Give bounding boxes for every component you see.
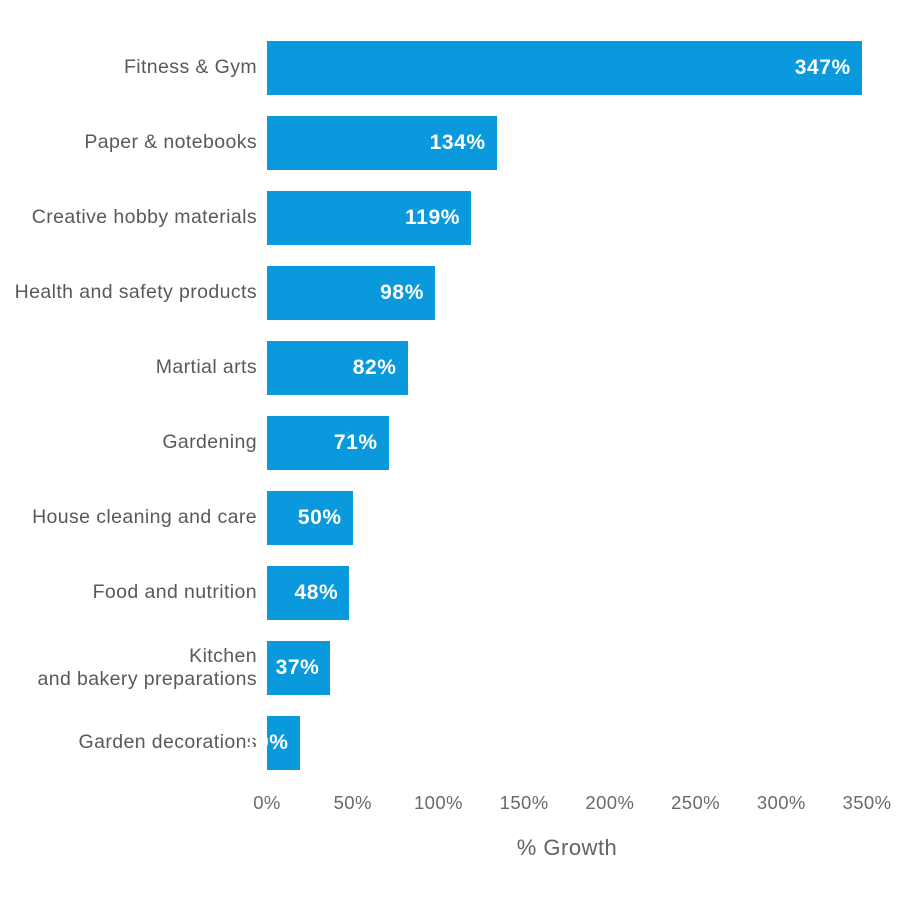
bar: 19% (245, 715, 300, 770)
category-label: Health and safety products (14, 281, 257, 303)
value-label: 48% (294, 580, 339, 604)
chart-row: House cleaning and care 50% (0, 480, 867, 555)
bar-track: 37% (267, 640, 867, 695)
category-label: House cleaning and care (32, 506, 257, 528)
tick-label: 100% (413, 792, 463, 813)
chart-row: Fitness & Gym 347% (0, 30, 867, 105)
chart-row: Health and safety products 98% (0, 255, 867, 330)
category-label: Gardening (162, 431, 257, 453)
x-axis-ticks: 0% 50% 100% 150% 200% 250% 300% 350% (253, 792, 891, 818)
bar-track: 98% (267, 265, 867, 320)
value-label: 347% (794, 55, 851, 79)
category-label: Paper & notebooks (84, 131, 257, 153)
value-label: 134% (429, 130, 486, 154)
value-label: 71% (333, 430, 378, 454)
value-label: 119% (405, 205, 460, 229)
chart-row: Kitchen and bakery preparations 37% (0, 630, 867, 705)
bar: 98% (267, 265, 435, 320)
chart-rows: Fitness & Gym 347% Paper & notebooks 134% Cr… (0, 30, 867, 780)
value-label: 19% (244, 730, 289, 754)
chart-row: Garden decorations 19% (0, 705, 867, 780)
tick-label: 250% (671, 792, 721, 813)
bar: 50% (267, 490, 353, 545)
bar-track: 50% (267, 490, 867, 545)
bar: 48% (267, 565, 350, 620)
bar: 347% (267, 40, 862, 95)
bar: 37% (267, 640, 331, 695)
chart-row: Food and nutrition 48% (0, 555, 867, 630)
category-label: Martial arts (155, 356, 257, 378)
tick-label: 350% (842, 792, 892, 813)
tick-label: 0% (253, 792, 281, 813)
x-axis-label: % Growth (516, 835, 618, 860)
category-label: Fitness & Gym (123, 56, 257, 78)
category-label: Creative hobby materials (31, 206, 257, 228)
value-label: 82% (352, 355, 397, 379)
tick-label: 200% (585, 792, 635, 813)
bar-track: 82% (267, 340, 867, 395)
chart-row: Creative hobby materials 119% (0, 180, 867, 255)
bar-track: 19% (245, 715, 867, 770)
category-label: Kitchen and bakery preparations (37, 644, 257, 690)
value-label: 50% (297, 505, 342, 529)
bar-track: 71% (267, 415, 867, 470)
bar-track: 48% (267, 565, 867, 620)
bar: 134% (267, 115, 497, 170)
bar: 71% (267, 415, 389, 470)
chart-row: Paper & notebooks 134% (0, 105, 867, 180)
value-label: 98% (380, 280, 424, 304)
category-label: Food and nutrition (92, 581, 257, 603)
value-label: 37% (275, 655, 320, 679)
tick-label: 150% (499, 792, 549, 813)
tick-label: 300% (756, 792, 806, 813)
tick-label: 50% (333, 792, 372, 813)
category-label: Garden decorations (78, 731, 257, 753)
bar-track: 134% (267, 115, 867, 170)
bar-track: 119% (267, 190, 867, 245)
chart-row: Martial arts 82% (0, 330, 867, 405)
chart-row: Gardening 71% (0, 405, 867, 480)
bar-track: 347% (267, 40, 867, 95)
bar: 82% (267, 340, 408, 395)
bar: 119% (267, 190, 471, 245)
